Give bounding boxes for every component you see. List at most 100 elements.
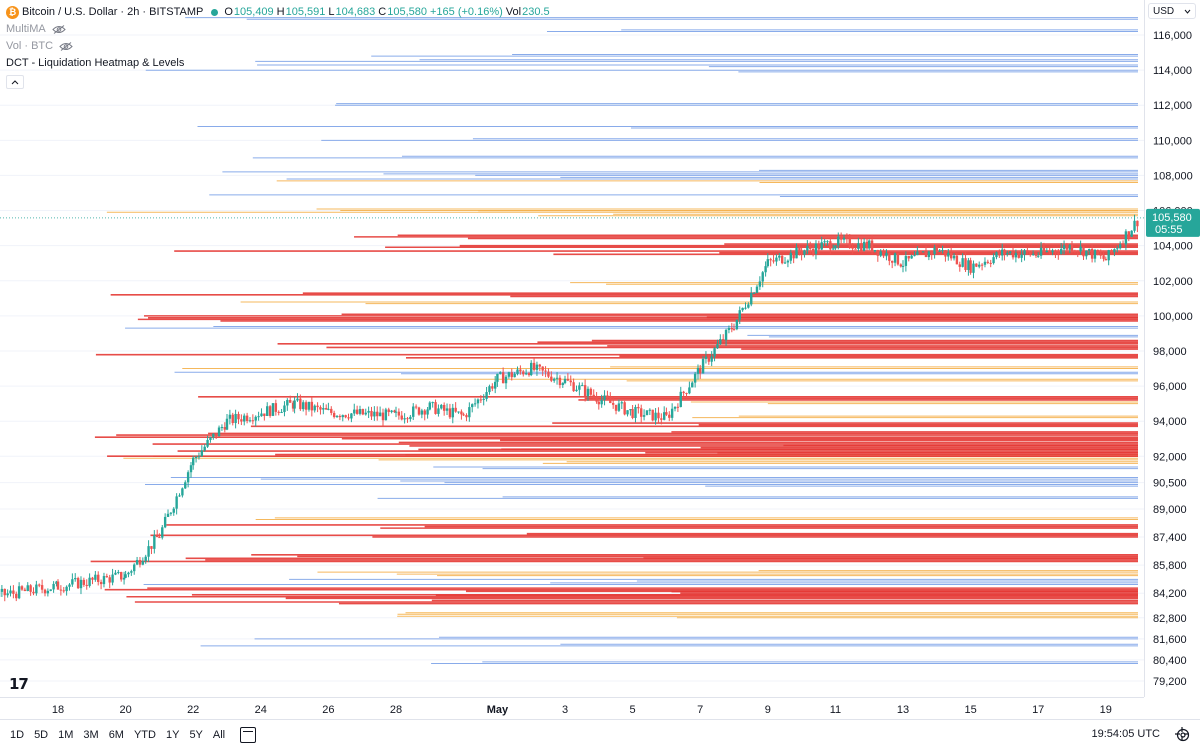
candle-body [32, 591, 35, 594]
range-1y-button[interactable]: 1Y [165, 728, 180, 741]
candle-body [986, 261, 990, 263]
candle-body [552, 378, 556, 381]
candle-body [97, 574, 100, 582]
candle-body [344, 415, 347, 418]
candle-body [1003, 249, 1006, 255]
symbol-title[interactable]: Bitcoin / U.S. Dollar · 2h · BITSTAMP [22, 6, 204, 18]
candle-body [9, 590, 12, 594]
indicator-volume[interactable]: Vol · BTC [6, 38, 553, 55]
candle-body [719, 339, 722, 345]
chart-pane[interactable]: ₿ Bitcoin / U.S. Dollar · 2h · BITSTAMP … [0, 0, 1144, 697]
high-value: 105,591 [285, 6, 326, 18]
range-3m-button[interactable]: 3M [83, 728, 99, 741]
crosshair-icon[interactable] [1172, 724, 1192, 744]
candle-body [879, 251, 882, 256]
candle-body [102, 576, 106, 585]
candle-body [620, 402, 623, 404]
candle-body [1020, 254, 1023, 258]
time-label: 19 [1100, 704, 1112, 716]
gear-icon[interactable] [1174, 726, 1192, 744]
candle-body [394, 411, 398, 413]
candle-body [735, 319, 739, 330]
range-ytd-button[interactable]: YTD [133, 728, 156, 741]
candle-body [637, 406, 640, 409]
candle-body [927, 251, 931, 258]
symbol-row[interactable]: ₿ Bitcoin / U.S. Dollar · 2h · BITSTAMP … [6, 4, 553, 21]
candle-body [460, 411, 463, 415]
candle-body [699, 367, 702, 374]
candle-body [569, 380, 572, 383]
candle-body [701, 358, 705, 374]
candle-body [532, 362, 536, 370]
candle-body [916, 251, 919, 256]
candle-body [156, 535, 159, 538]
candle-body [291, 402, 295, 409]
price-chart[interactable] [0, 0, 1144, 697]
candle-body [826, 241, 829, 243]
candle-body [184, 482, 187, 489]
candle-body [414, 406, 418, 408]
candle-body [124, 574, 127, 578]
candle-body [724, 329, 728, 341]
range-5d-button[interactable]: 5D [34, 728, 49, 741]
candle-body [660, 418, 663, 420]
chevron-down-icon [1184, 9, 1191, 14]
candle-body [473, 403, 477, 405]
eye-off-icon[interactable] [52, 25, 66, 34]
currency-selector[interactable]: USD [1148, 3, 1196, 19]
candle-body [1057, 252, 1060, 254]
candle-body [0, 588, 4, 592]
indicator-multima-label[interactable]: MultiMA [6, 23, 46, 35]
candle-body [682, 391, 685, 394]
range-all-button[interactable]: All [212, 728, 226, 741]
utc-clock[interactable]: 19:54:05 UTC [1091, 728, 1160, 740]
candle-body [440, 404, 443, 409]
indicator-heatmap[interactable]: DCT - Liquidation Heatmap & Levels [6, 55, 553, 72]
candle-body [933, 247, 936, 255]
candle-body [114, 572, 117, 575]
low-label: L [328, 6, 335, 18]
candle-body [206, 439, 209, 447]
candle-body [111, 574, 114, 583]
candle-body [938, 250, 941, 252]
candle-body [1006, 252, 1009, 255]
range-6m-button[interactable]: 6M [108, 728, 124, 741]
candle-body [445, 408, 449, 411]
range-5y-button[interactable]: 5Y [189, 728, 203, 741]
range-1d-button[interactable]: 1D [10, 728, 25, 741]
candle-body [561, 383, 565, 386]
candle-body [189, 465, 193, 473]
candle-body [280, 412, 283, 414]
eye-off-icon[interactable] [59, 42, 73, 51]
candle-body [355, 409, 359, 414]
indicator-heatmap-label[interactable]: DCT - Liquidation Heatmap & Levels [6, 57, 185, 69]
candle-body [1121, 244, 1125, 246]
candle-body [15, 593, 18, 599]
time-label: 22 [187, 704, 199, 716]
collapse-legend-button[interactable] [6, 75, 24, 89]
price-scale[interactable]: 116,000114,000112,000110,000108,000106,0… [1144, 0, 1200, 697]
candle-body [1014, 252, 1018, 258]
time-label: 17 [1032, 704, 1044, 716]
indicator-volume-label[interactable]: Vol · BTC [6, 40, 54, 52]
candle-body [212, 433, 215, 438]
candle-body [1076, 251, 1079, 253]
date-range-calendar-icon[interactable] [240, 726, 257, 743]
time-axis[interactable]: 18 20 22 24 26 28 May 3 5 7 9 11 13 15 17 19 [0, 697, 1144, 719]
price-scale-labels: 116,000114,000112,000110,000108,000106,0… [1146, 30, 1200, 688]
indicator-multima[interactable]: MultiMA [6, 21, 553, 38]
candle-body [496, 373, 499, 382]
range-1m-button[interactable]: 1M [58, 728, 74, 741]
candle-body [434, 402, 437, 414]
candle-body [68, 584, 71, 587]
candle-body [1039, 247, 1043, 256]
price-label: 89,000 [1153, 504, 1187, 516]
tradingview-logo[interactable]: 17 [9, 675, 29, 693]
candle-body [476, 399, 480, 404]
candle-body [842, 237, 846, 240]
time-label: 24 [255, 704, 267, 716]
candle-body [972, 263, 975, 273]
candle-body [657, 412, 660, 419]
candle-body [798, 247, 801, 252]
candle-body [373, 411, 376, 417]
